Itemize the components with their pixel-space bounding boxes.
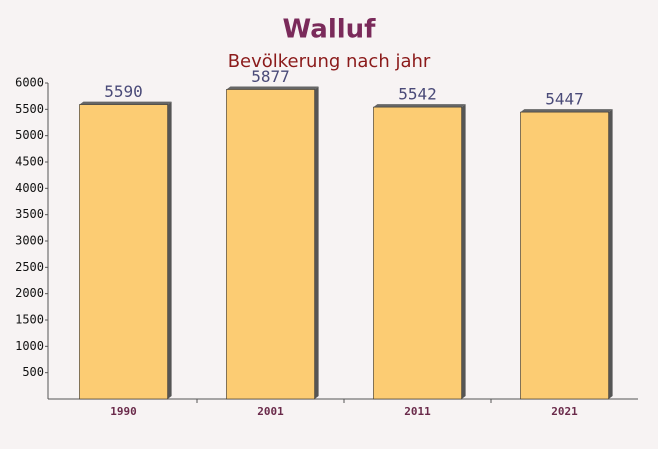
y-tick-label: 4000 [15, 181, 44, 195]
bar [520, 111, 609, 400]
x-tick-label: 2001 [257, 405, 284, 418]
value-label: 5447 [545, 90, 584, 109]
value-label: 5542 [398, 85, 437, 104]
bar [373, 106, 462, 400]
bar-shadow [314, 86, 319, 399]
y-tick-label: 500 [22, 365, 44, 379]
x-tick-label: 2021 [551, 405, 578, 418]
chart-subtitle: Bevölkerung nach jahr [228, 51, 431, 72]
y-tick-label: 4500 [15, 155, 44, 169]
bar [226, 89, 315, 400]
bar-top [79, 101, 172, 105]
y-tick-label: 3500 [15, 207, 44, 221]
y-tick-label: 6000 [15, 76, 44, 90]
chart-title: Walluf [283, 15, 377, 45]
bar-shadow [167, 101, 172, 400]
y-tick-label: 3000 [15, 234, 44, 248]
bar-top [373, 104, 466, 108]
bar-top [520, 109, 613, 113]
y-tick-label: 5000 [15, 128, 44, 142]
y-tick-label: 2000 [15, 286, 44, 300]
bar-shadow [608, 109, 613, 399]
x-tick-label: 1990 [110, 405, 137, 418]
y-tick-label: 5500 [15, 102, 44, 116]
bar [79, 104, 168, 400]
y-tick-label: 1500 [15, 313, 44, 327]
bar-shadow [461, 104, 466, 399]
y-tick-label: 2500 [15, 260, 44, 274]
y-tick-label: 1000 [15, 339, 44, 353]
value-label: 5590 [104, 82, 143, 101]
value-label: 5877 [251, 67, 290, 86]
x-tick-label: 2011 [404, 405, 431, 418]
bar-top [226, 86, 319, 90]
